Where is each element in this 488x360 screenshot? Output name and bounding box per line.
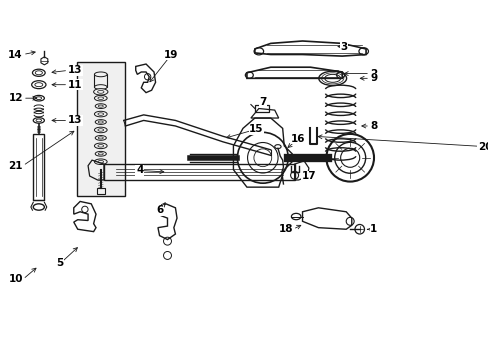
Text: 16: 16 (291, 134, 305, 144)
Ellipse shape (94, 159, 107, 165)
Ellipse shape (98, 90, 104, 93)
Bar (94, 75, 107, 87)
Text: 12: 12 (8, 93, 23, 103)
Ellipse shape (98, 161, 103, 163)
Text: 21: 21 (8, 161, 23, 171)
Text: 9: 9 (369, 73, 376, 83)
Text: 2: 2 (369, 68, 377, 78)
Ellipse shape (98, 137, 103, 139)
Bar (254, 104, 268, 112)
Text: 17: 17 (301, 171, 316, 181)
Ellipse shape (95, 120, 106, 125)
Text: 11: 11 (68, 80, 82, 90)
Text: 14: 14 (8, 50, 23, 59)
Ellipse shape (98, 121, 103, 123)
Ellipse shape (94, 111, 107, 117)
Text: 20: 20 (477, 141, 488, 152)
Ellipse shape (95, 152, 106, 156)
Text: 7: 7 (259, 97, 266, 107)
Ellipse shape (94, 85, 107, 89)
Text: 5: 5 (57, 258, 64, 269)
Bar (97, 188, 104, 194)
Text: 19: 19 (164, 50, 178, 59)
Text: 6: 6 (156, 205, 163, 215)
Ellipse shape (98, 97, 103, 99)
Ellipse shape (93, 89, 108, 95)
Text: 3: 3 (340, 41, 347, 51)
Ellipse shape (98, 113, 103, 115)
Ellipse shape (95, 135, 106, 140)
Bar (104, 164, 294, 180)
Ellipse shape (94, 95, 107, 101)
Ellipse shape (94, 127, 107, 133)
Text: 13: 13 (68, 66, 82, 75)
Text: 18: 18 (278, 224, 292, 234)
Text: 4: 4 (136, 166, 143, 175)
Text: 10: 10 (8, 274, 23, 284)
Ellipse shape (98, 105, 103, 107)
Text: 15: 15 (249, 124, 263, 134)
Text: 13: 13 (68, 116, 82, 125)
Ellipse shape (94, 72, 107, 77)
Text: 1: 1 (369, 224, 377, 234)
Text: 8: 8 (369, 121, 377, 131)
Ellipse shape (98, 129, 103, 131)
Ellipse shape (94, 143, 107, 149)
Ellipse shape (95, 104, 106, 108)
Ellipse shape (98, 145, 103, 147)
Bar (33, 134, 44, 200)
Bar (77, 62, 124, 196)
Ellipse shape (98, 153, 103, 155)
